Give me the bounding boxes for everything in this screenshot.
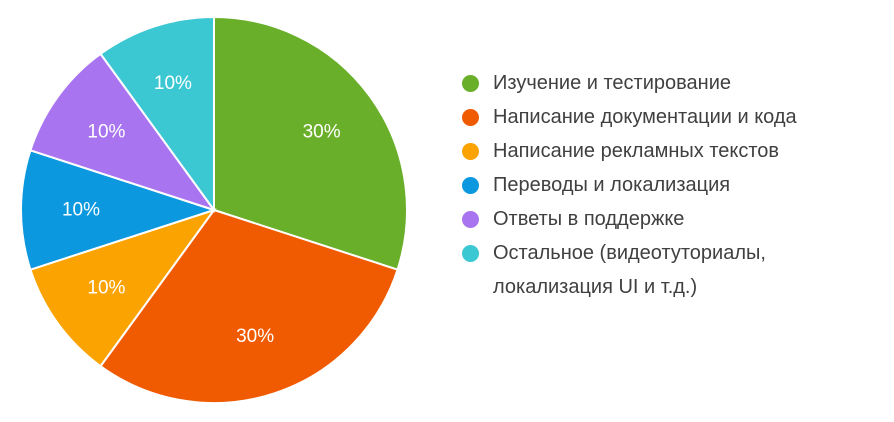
pie-slice-2: [29, 208, 217, 368]
legend-label-3: Переводы и локализация: [493, 174, 731, 196]
pie-slice-1: [99, 208, 399, 404]
legend-marker-3: [462, 177, 479, 194]
legend-item-1: Написание документации и кода: [462, 100, 887, 134]
legend-label-4: Ответы в поддержке: [493, 208, 685, 230]
legend-label-2: Написание рекламных текстов: [493, 140, 780, 162]
pie-slice-4: [29, 52, 217, 212]
pie-slice-5: [99, 15, 215, 214]
legend-item-5: Остальное (видеотуториалы, локализация U…: [462, 236, 887, 304]
slice-data-label-1: 30%: [236, 326, 274, 347]
legend-marker-2: [462, 143, 479, 160]
legend-item-2: Написание рекламных текстов: [462, 134, 887, 168]
slice-data-label-2: 10%: [87, 278, 125, 299]
legend-marker-0: [462, 75, 479, 92]
legend-label-0: Изучение и тестирование: [493, 72, 731, 94]
legend-item-4: Ответы в поддержке: [462, 202, 887, 236]
slice-data-label-4: 10%: [87, 121, 125, 142]
legend-marker-4: [462, 211, 479, 228]
legend: Изучение и тестирование Написание докумен…: [462, 66, 887, 304]
slice-data-label-3: 10%: [62, 200, 100, 221]
legend-item-0: Изучение и тестирование: [462, 66, 887, 100]
legend-label-5: Остальное (видеотуториалы, локализация U…: [493, 242, 766, 298]
legend-item-3: Переводы и локализация: [462, 168, 887, 202]
legend-marker-1: [462, 109, 479, 126]
pie-plot-area: 30% 30% 10% 10% 10% 10%: [20, 15, 408, 404]
legend-marker-5: [462, 245, 479, 262]
pie-slice-0: [213, 15, 408, 271]
slice-data-label-5: 10%: [154, 73, 192, 94]
legend-label-1: Написание документации и кода: [493, 106, 797, 128]
pie-slice-3: [20, 149, 218, 271]
slice-data-label-0: 30%: [303, 121, 341, 142]
